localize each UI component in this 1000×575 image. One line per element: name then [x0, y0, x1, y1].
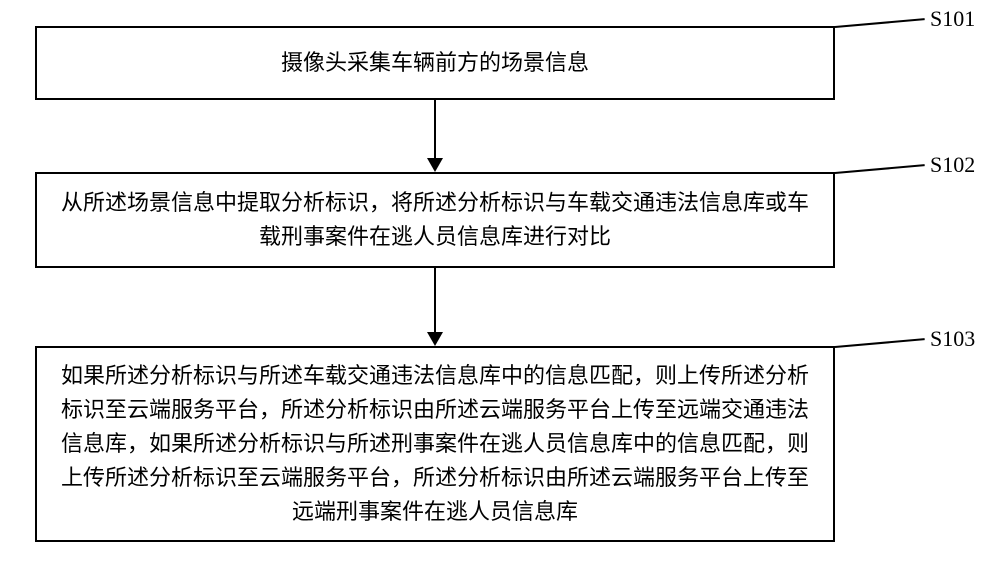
leader-line [835, 338, 925, 348]
connector [434, 268, 436, 332]
leader-line [835, 18, 925, 28]
flowchart-canvas: 摄像头采集车辆前方的场景信息 S101 从所述场景信息中提取分析标识，将所述分析… [0, 0, 1000, 575]
arrow-down-icon [427, 158, 443, 172]
node-text: 从所述场景信息中提取分析标识，将所述分析标识与车载交通违法信息库或车载刑事案件在… [53, 186, 817, 254]
flowchart-node: 从所述场景信息中提取分析标识，将所述分析标识与车载交通违法信息库或车载刑事案件在… [35, 172, 835, 268]
leader-line [835, 164, 925, 174]
step-label: S101 [930, 6, 975, 32]
connector [434, 100, 436, 158]
node-text: 摄像头采集车辆前方的场景信息 [53, 46, 817, 80]
flowchart-node: 如果所述分析标识与所述车载交通违法信息库中的信息匹配，则上传所述分析标识至云端服… [35, 346, 835, 542]
step-label: S102 [930, 152, 975, 178]
node-text: 如果所述分析标识与所述车载交通违法信息库中的信息匹配，则上传所述分析标识至云端服… [53, 359, 817, 529]
step-label: S103 [930, 326, 975, 352]
arrow-down-icon [427, 332, 443, 346]
flowchart-node: 摄像头采集车辆前方的场景信息 [35, 26, 835, 100]
